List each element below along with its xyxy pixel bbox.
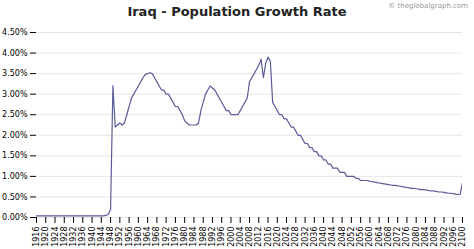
svg-text:1940: 1940 [88,227,97,247]
svg-text:2028: 2028 [291,227,300,247]
svg-text:2092: 2092 [440,227,449,247]
svg-text:1960: 1960 [134,227,143,247]
html-text:© theglobalgraph.com: © theglobalgraph.com [388,2,468,10]
svg-text:1964: 1964 [143,227,152,247]
svg-text:2048: 2048 [338,227,347,247]
svg-text:2012: 2012 [254,227,263,247]
svg-text:2000: 2000 [227,227,236,247]
svg-text:2036: 2036 [310,227,319,247]
svg-text:2.00%: 2.00% [2,131,28,140]
svg-text:2044: 2044 [328,227,337,247]
svg-text:4.00%: 4.00% [2,49,28,58]
svg-text:1968: 1968 [152,227,161,247]
svg-text:2004: 2004 [236,227,245,247]
svg-text:2052: 2052 [347,227,356,247]
svg-text:1980: 1980 [180,227,189,247]
svg-text:1984: 1984 [189,227,198,247]
svg-text:1.50%: 1.50% [2,151,28,160]
svg-text:2008: 2008 [245,227,254,247]
svg-text:2032: 2032 [301,227,310,247]
svg-text:2068: 2068 [384,227,393,247]
svg-text:3.00%: 3.00% [2,90,28,99]
svg-text:1972: 1972 [162,227,171,247]
svg-text:0.50%: 0.50% [2,193,28,202]
svg-text:1952: 1952 [115,227,124,247]
svg-text:1932: 1932 [69,227,78,247]
svg-text:2100: 2100 [458,227,467,247]
svg-text:1936: 1936 [78,227,87,247]
svg-text:2080: 2080 [412,227,421,247]
svg-text:1992: 1992 [208,227,217,247]
svg-text:3.50%: 3.50% [2,69,28,78]
svg-text:1976: 1976 [171,227,180,247]
svg-text:2040: 2040 [319,227,328,247]
svg-text:1916: 1916 [32,227,41,247]
svg-text:2072: 2072 [393,227,402,247]
svg-text:2076: 2076 [402,227,411,247]
svg-text:2056: 2056 [356,227,365,247]
svg-text:2060: 2060 [365,227,374,247]
svg-text:2096: 2096 [449,227,458,247]
svg-text:0.00%: 0.00% [2,213,28,222]
svg-text:2064: 2064 [375,227,384,247]
svg-text:2084: 2084 [421,227,430,247]
svg-text:4.50%: 4.50% [2,28,28,37]
svg-text:1924: 1924 [51,227,60,247]
svg-text:2088: 2088 [430,227,439,247]
svg-text:1944: 1944 [97,227,106,247]
svg-text:1988: 1988 [199,227,208,247]
html-text:Iraq - Population Growth Rate: Iraq - Population Growth Rate [127,4,347,19]
svg-text:1948: 1948 [106,227,115,247]
svg-text:2016: 2016 [264,227,273,247]
svg-text:1956: 1956 [125,227,134,247]
svg-text:1920: 1920 [41,227,50,247]
svg-text:1.00%: 1.00% [2,172,28,181]
svg-text:2.50%: 2.50% [2,110,28,119]
svg-text:1996: 1996 [217,227,226,247]
svg-text:2024: 2024 [282,227,291,247]
svg-text:1928: 1928 [60,227,69,247]
svg-text:2020: 2020 [273,227,282,247]
